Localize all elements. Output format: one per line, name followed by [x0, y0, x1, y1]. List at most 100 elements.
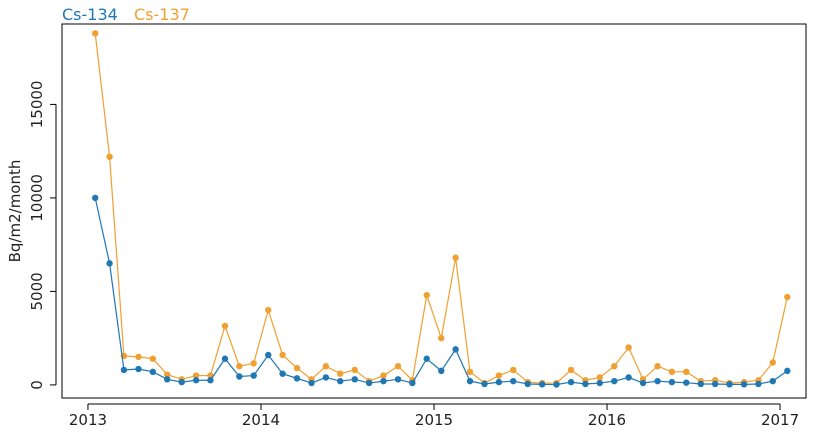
series-line-cs-134	[94, 197, 788, 386]
y-axis-title: Bq/m2/month	[6, 160, 24, 263]
data-point-cs-137	[337, 370, 344, 377]
data-point-cs-134	[697, 380, 705, 388]
plot-frame	[61, 23, 807, 399]
data-point-cs-134	[380, 377, 387, 385]
data-point-cs-134	[611, 377, 618, 385]
x-tick-label: 2017	[761, 411, 799, 429]
data-point-cs-137	[683, 368, 690, 376]
data-point-cs-134	[481, 380, 488, 388]
data-point-cs-137	[163, 371, 171, 378]
legend: Cs-134 Cs-137	[62, 5, 190, 24]
data-point-cs-137	[611, 363, 618, 370]
data-point-cs-137	[438, 334, 445, 342]
data-point-cs-134	[236, 373, 243, 380]
data-point-cs-137	[135, 353, 142, 361]
data-point-cs-134	[726, 381, 733, 388]
data-point-cs-137	[423, 291, 430, 299]
data-point-cs-137	[322, 363, 330, 370]
data-point-cs-137	[106, 153, 113, 160]
data-point-cs-137	[250, 360, 257, 367]
data-point-cs-137	[654, 363, 661, 370]
y-tick-label: 15000	[28, 81, 46, 129]
x-tick-label: 2014	[242, 411, 280, 429]
data-point-cs-137	[784, 293, 791, 301]
plot-area	[92, 30, 791, 388]
legend-item: Cs-137	[134, 5, 190, 24]
data-point-cs-134	[784, 367, 791, 375]
data-point-cs-137	[394, 363, 402, 370]
data-point-cs-134	[365, 379, 373, 387]
data-point-cs-137	[265, 306, 272, 314]
data-point-cs-134	[668, 378, 676, 386]
data-point-cs-134	[409, 379, 416, 387]
data-point-cs-134	[207, 377, 214, 384]
data-point-cs-137	[596, 374, 603, 381]
data-point-cs-137	[625, 344, 632, 351]
data-point-cs-137	[380, 372, 387, 379]
data-point-cs-134	[92, 194, 99, 202]
data-point-cs-134	[582, 380, 589, 388]
data-point-cs-134	[423, 355, 430, 362]
data-point-cs-134	[265, 351, 272, 359]
series-cs-134	[92, 194, 791, 388]
data-point-cs-137	[149, 355, 157, 362]
data-point-cs-137	[769, 359, 776, 366]
data-point-cs-134	[553, 381, 560, 388]
data-point-cs-134	[510, 377, 517, 385]
data-point-cs-137	[567, 366, 575, 374]
data-point-cs-134	[163, 376, 171, 383]
data-point-cs-134	[438, 367, 445, 375]
data-point-cs-134	[625, 374, 632, 381]
data-point-cs-134	[221, 355, 229, 362]
x-tick-label: 2016	[588, 411, 626, 429]
data-point-cs-134	[452, 346, 459, 353]
data-point-cs-134	[755, 380, 762, 388]
data-point-cs-134	[683, 379, 690, 386]
data-point-cs-134	[149, 368, 157, 376]
data-point-cs-134	[308, 379, 315, 387]
x-tick-label: 2013	[69, 411, 107, 429]
data-point-cs-134	[322, 374, 330, 381]
data-point-cs-134	[524, 380, 531, 388]
data-point-cs-134	[120, 366, 128, 374]
data-point-cs-134	[769, 377, 776, 385]
y-axis: 0 5000 10000 15000	[28, 81, 57, 390]
data-point-cs-137	[293, 364, 301, 372]
data-point-cs-134	[135, 365, 142, 373]
data-point-cs-134	[293, 375, 301, 382]
data-point-cs-134	[279, 370, 286, 377]
data-point-cs-134	[711, 380, 719, 388]
data-point-cs-134	[654, 377, 661, 385]
data-point-cs-137	[495, 372, 503, 379]
data-point-cs-137	[668, 368, 676, 376]
x-tick-label: 2015	[415, 411, 453, 429]
data-point-cs-137	[279, 351, 286, 359]
data-point-cs-137	[466, 368, 474, 376]
data-point-cs-134	[106, 260, 113, 267]
data-point-cs-137	[452, 254, 459, 261]
data-point-cs-134	[351, 376, 358, 383]
data-point-cs-137	[351, 366, 358, 374]
series-line-cs-137	[94, 33, 788, 384]
data-point-cs-134	[250, 372, 257, 379]
data-point-cs-134	[178, 378, 185, 386]
data-point-cs-137	[221, 322, 229, 330]
data-point-cs-134	[740, 381, 748, 388]
data-point-cs-134	[394, 376, 402, 383]
data-point-cs-137	[510, 366, 517, 374]
legend-item: Cs-134	[62, 5, 118, 24]
data-point-cs-137	[192, 372, 200, 379]
data-point-cs-134	[192, 377, 200, 384]
data-point-cs-134	[337, 377, 344, 385]
x-axis: 2013 2014 2015 2016 2017	[69, 403, 799, 429]
data-point-cs-134	[538, 381, 546, 388]
y-tick-label: 0	[28, 380, 46, 390]
series-cs-137	[92, 30, 791, 387]
data-point-cs-134	[639, 379, 647, 387]
y-tick-label: 10000	[28, 174, 46, 222]
data-point-cs-134	[596, 379, 603, 387]
data-point-cs-134	[567, 378, 575, 386]
data-point-cs-134	[466, 377, 474, 385]
data-point-cs-137	[236, 363, 243, 370]
